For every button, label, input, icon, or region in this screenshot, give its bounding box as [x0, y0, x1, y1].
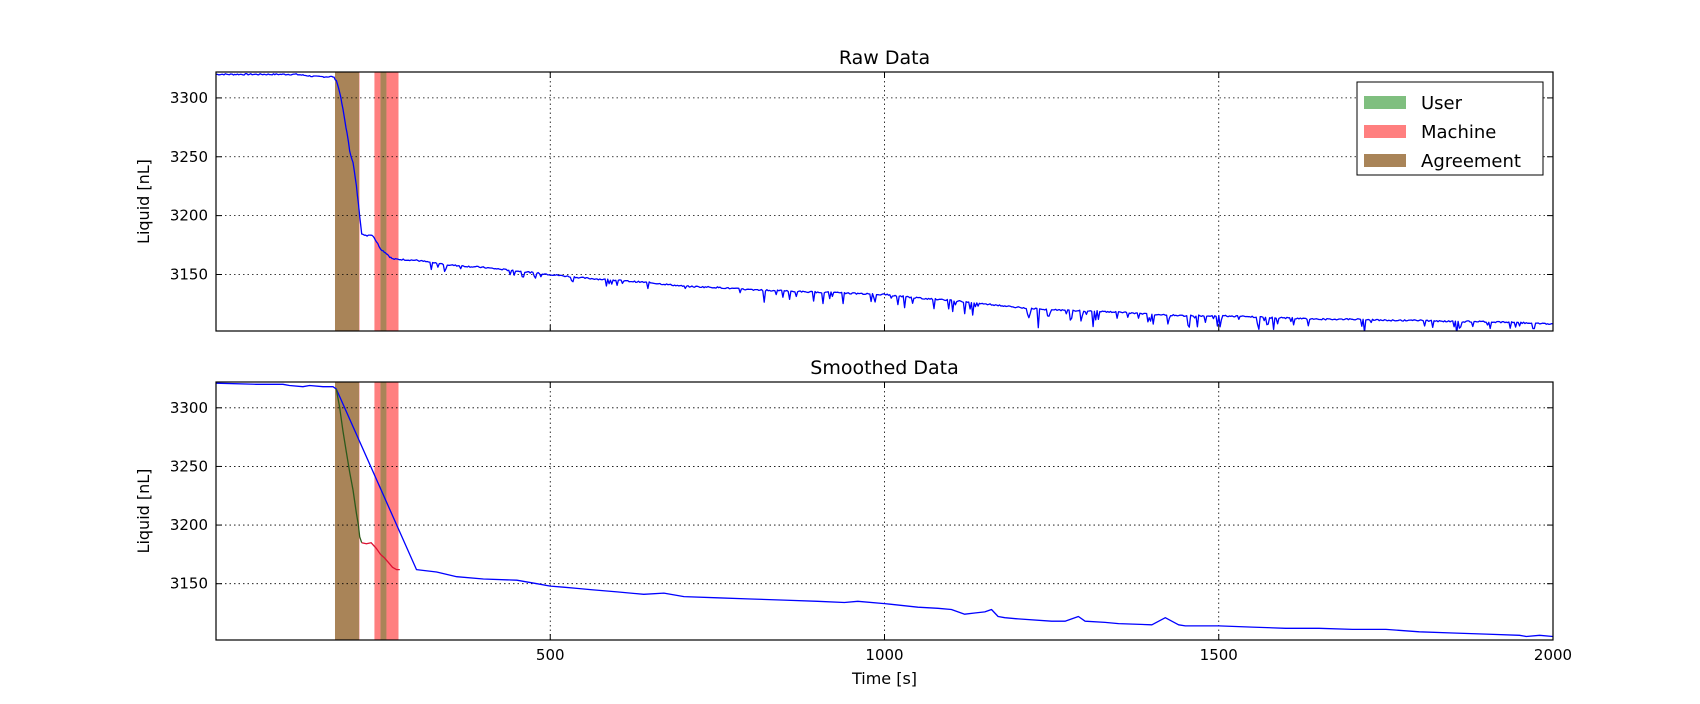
machine-region — [374, 72, 381, 331]
data-series-line — [335, 388, 363, 543]
x-axis-label: Time [s] — [851, 669, 917, 688]
x-tick-label: 2000 — [1534, 646, 1572, 664]
agreement-region — [334, 382, 359, 640]
x-tick-label: 1000 — [865, 646, 903, 664]
legend-label: User — [1421, 93, 1463, 114]
highlight-regions — [334, 72, 399, 331]
tick-marks — [216, 382, 1554, 640]
y-tick-label: 3150 — [170, 575, 208, 593]
agreement-region — [334, 72, 359, 331]
agreement-region — [356, 382, 360, 640]
y-tick-label: 3250 — [170, 148, 208, 166]
tick-marks — [216, 72, 1554, 331]
legend-label: Machine — [1421, 122, 1496, 143]
chart-title: Raw Data — [839, 47, 930, 69]
gridlines — [216, 382, 1554, 640]
agreement-region — [380, 72, 387, 331]
subplot-1: 3150 3200 3250 3300 Raw Data Liquid [nL] User M… — [134, 47, 1554, 332]
x-tick-label: 500 — [536, 646, 565, 664]
legend-swatch — [1364, 154, 1406, 167]
plot-frame — [215, 381, 1554, 641]
gridlines — [216, 72, 1554, 331]
data-series-line — [216, 73, 1553, 331]
legend-swatch — [1364, 125, 1406, 138]
y-tick-label: 3300 — [170, 399, 208, 417]
series-group — [216, 382, 1553, 638]
series-group — [216, 73, 1553, 331]
legend: User Machine Agreement — [1356, 81, 1544, 176]
legend-label: Agreement — [1421, 151, 1521, 172]
agreement-region — [380, 382, 387, 640]
subplot-2: 3150 3200 3250 3300 500 1000 1500 2000 Smoothed … — [134, 357, 1572, 688]
y-axis-label: Liquid [nL] — [134, 469, 153, 554]
highlight-regions — [334, 382, 399, 640]
x-tick-label: 1500 — [1200, 646, 1238, 664]
y-tick-label: 3300 — [170, 89, 208, 107]
machine-region — [386, 382, 399, 640]
machine-region — [386, 72, 399, 331]
y-tick-label: 3200 — [170, 207, 208, 225]
data-series-line — [361, 542, 400, 571]
machine-region — [374, 382, 381, 640]
y-tick-label: 3250 — [170, 457, 208, 475]
legend-swatch — [1364, 96, 1406, 109]
chart-title: Smoothed Data — [810, 357, 958, 379]
y-tick-label: 3200 — [170, 516, 208, 534]
plot-frame — [215, 71, 1554, 332]
data-series-line — [216, 382, 1553, 638]
y-axis-label: Liquid [nL] — [134, 159, 153, 244]
y-tick-label: 3150 — [170, 265, 208, 283]
